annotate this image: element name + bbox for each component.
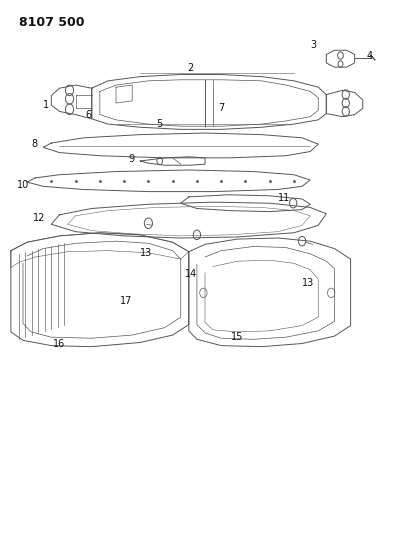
Text: 14: 14 (184, 269, 196, 279)
Text: 13: 13 (140, 248, 152, 258)
Text: 5: 5 (156, 119, 162, 129)
Text: 6: 6 (85, 110, 92, 119)
Text: 3: 3 (309, 40, 315, 50)
Text: 12: 12 (33, 213, 45, 223)
Text: 11: 11 (277, 193, 289, 203)
Text: 8107 500: 8107 500 (19, 16, 84, 29)
Text: 17: 17 (119, 296, 132, 306)
Text: 4: 4 (366, 51, 372, 61)
Text: 10: 10 (17, 180, 29, 190)
Text: 7: 7 (218, 103, 224, 114)
Text: 9: 9 (128, 154, 134, 164)
Text: 2: 2 (187, 63, 193, 73)
Text: 15: 15 (231, 332, 243, 342)
Text: 13: 13 (301, 278, 314, 288)
Text: 16: 16 (53, 338, 65, 349)
Text: 8: 8 (31, 139, 37, 149)
Text: 1: 1 (43, 100, 49, 110)
